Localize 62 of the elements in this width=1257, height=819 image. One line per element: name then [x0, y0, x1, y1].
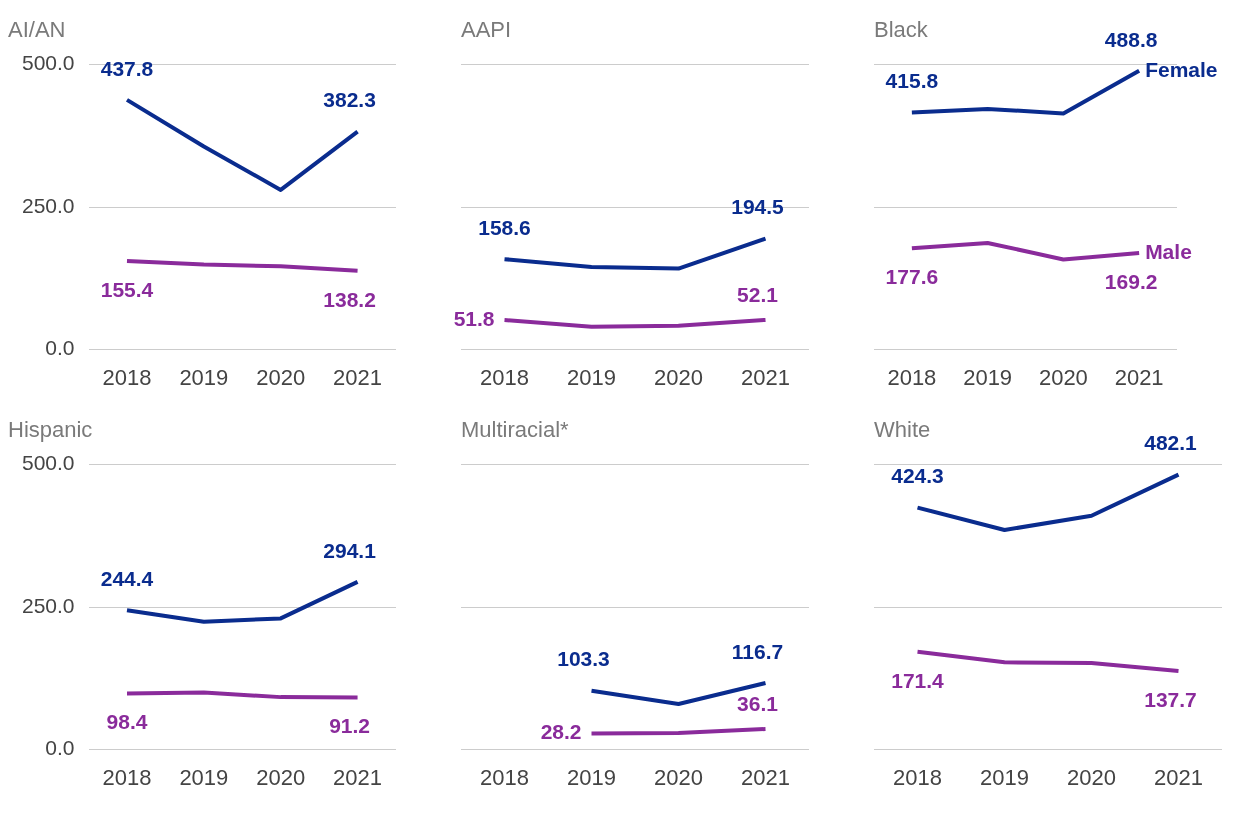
x-tick-label: 2021	[1114, 364, 1164, 390]
data-label: 437.8	[100, 56, 154, 80]
data-label: 98.4	[106, 710, 148, 734]
chart-title: White	[874, 417, 931, 443]
data-label: 194.5	[731, 195, 785, 219]
x-tick-label: 2020	[256, 364, 306, 390]
x-tick-label: 2019	[179, 764, 229, 790]
x-tick-label: 2018	[893, 764, 942, 790]
y-tick-label: 250.0	[21, 593, 75, 617]
data-label: 158.6	[478, 215, 531, 239]
x-tick-label: 2019	[567, 764, 616, 790]
x-tick-label: 2020	[654, 364, 703, 390]
y-tick-label: 250.0	[21, 193, 75, 217]
data-label: 103.3	[557, 647, 610, 671]
data-label: 382.3	[323, 88, 376, 112]
data-label: 51.8	[453, 306, 495, 330]
data-label: 294.1	[323, 538, 377, 562]
x-tick-label: 2018	[887, 364, 937, 390]
x-tick-label: 2021	[333, 764, 383, 790]
data-label: 171.4	[891, 668, 945, 692]
data-label: 488.8	[1104, 27, 1158, 51]
x-tick-label: 2020	[256, 764, 306, 790]
chart-title: AAPI	[461, 17, 512, 43]
data-label: 177.6	[885, 265, 939, 289]
x-tick-label: 2019	[179, 364, 229, 390]
chart-title: Multiracial*	[461, 417, 570, 443]
data-label: 169.2	[1104, 269, 1158, 293]
series-label: Female	[1145, 57, 1218, 81]
data-label: 52.1	[737, 282, 779, 306]
chart-title: AI/AN	[8, 17, 66, 43]
x-tick-label: 2018	[102, 364, 152, 390]
y-tick-label: 0.0	[45, 736, 75, 760]
x-tick-label: 2018	[480, 764, 529, 790]
chart-title: Black	[874, 17, 929, 43]
x-tick-label: 2019	[963, 364, 1013, 390]
x-tick-label: 2020	[654, 764, 703, 790]
data-label: 244.4	[100, 566, 154, 590]
x-tick-label: 2021	[333, 364, 383, 390]
x-tick-label: 2020	[1067, 764, 1116, 790]
x-tick-label: 2019	[567, 364, 616, 390]
series-label: Male	[1145, 239, 1192, 263]
chart-title: Hispanic	[8, 417, 93, 443]
y-tick-label: 500.0	[21, 451, 75, 475]
data-label: 137.7	[1144, 687, 1197, 711]
x-tick-label: 2021	[741, 764, 790, 790]
data-label: 138.2	[323, 287, 376, 311]
x-tick-label: 2021	[741, 364, 790, 390]
data-label: 424.3	[891, 464, 944, 488]
data-label: 116.7	[731, 639, 784, 663]
x-tick-label: 2019	[980, 764, 1029, 790]
data-label: 155.4	[100, 277, 154, 301]
x-tick-label: 2018	[102, 764, 152, 790]
x-tick-label: 2020	[1038, 364, 1088, 390]
data-label: 28.2	[540, 720, 582, 744]
data-label: 91.2	[329, 714, 371, 738]
y-tick-label: 500.0	[21, 51, 75, 75]
data-label: 36.1	[737, 691, 779, 715]
y-tick-label: 0.0	[45, 336, 75, 360]
data-label: 482.1	[1144, 431, 1198, 455]
data-label: 415.8	[885, 69, 939, 93]
x-tick-label: 2021	[1154, 764, 1203, 790]
x-tick-label: 2018	[480, 364, 529, 390]
